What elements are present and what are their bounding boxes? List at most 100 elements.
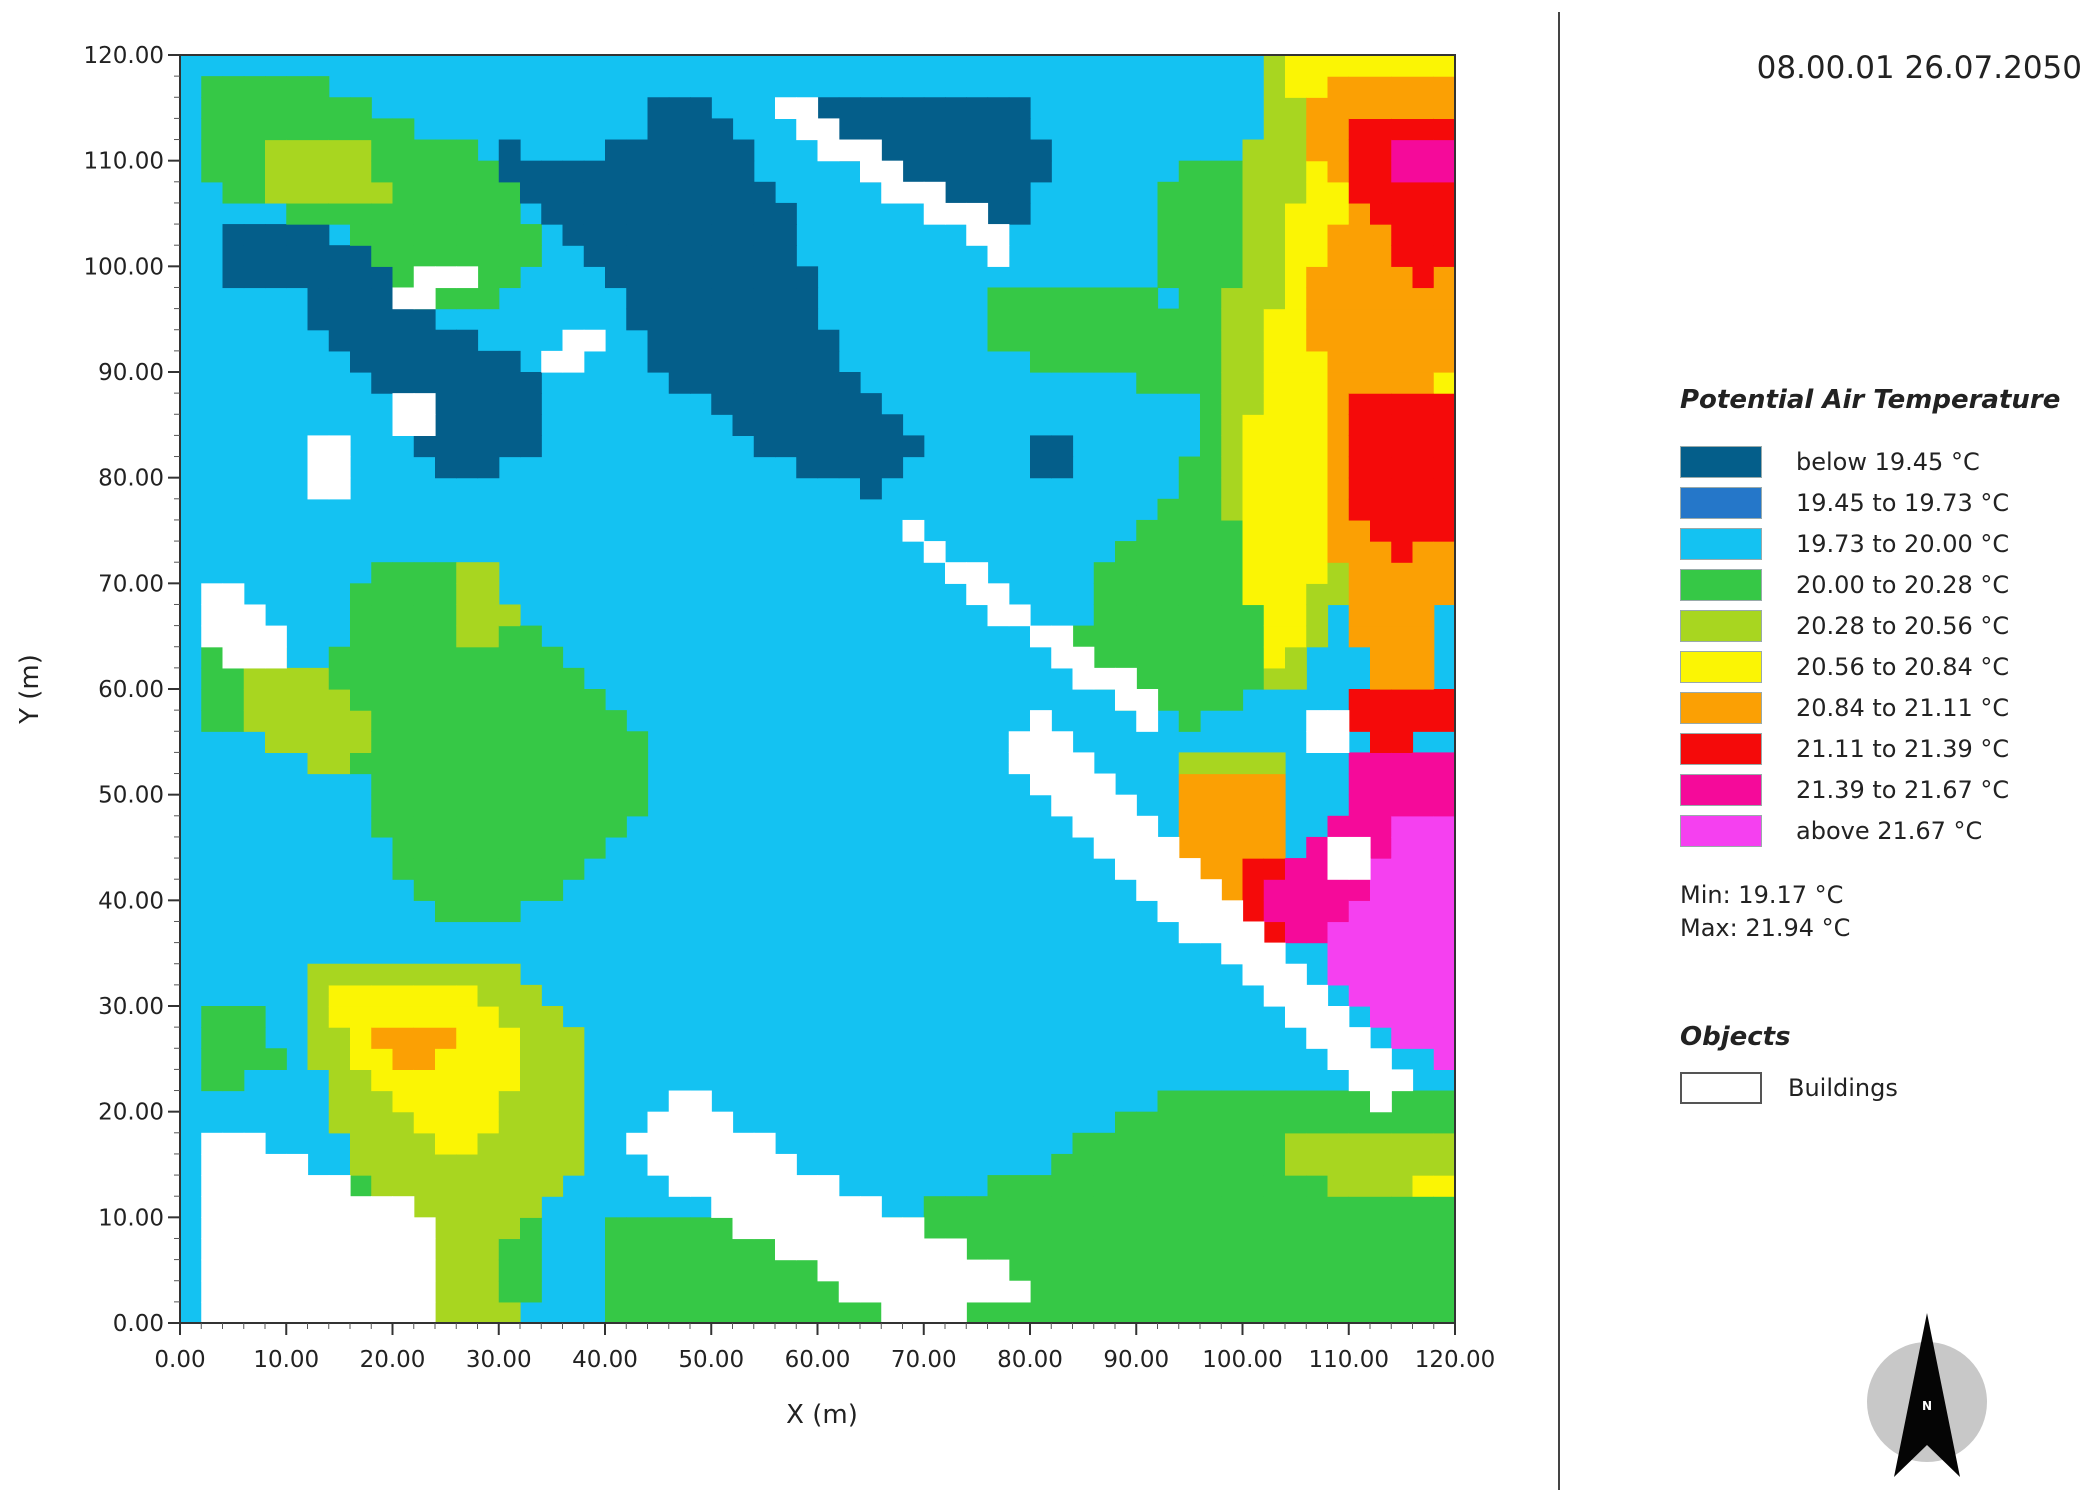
heat-cell [520,1217,542,1240]
building-cell [1093,794,1116,817]
heat-cell [1221,646,1244,669]
heat-cell [1433,224,1456,246]
heat-cell [605,731,627,753]
heat-cell [435,646,457,669]
heat-cell [1221,1132,1244,1155]
heat-cell [1433,1175,1456,1197]
heat-cell [860,97,882,119]
heat-cell [1370,372,1392,394]
heat-cell [520,372,542,394]
heat-cell [732,1280,755,1303]
building-cell [1157,879,1180,901]
building-cell [328,1301,351,1324]
heat-cell [371,139,394,162]
heat-cell [1200,689,1222,711]
heat-cell [605,160,627,183]
heat-cell [1391,1027,1414,1049]
heat-cell [1093,1301,1116,1324]
heat-cell [222,689,245,711]
heat-cell [1327,329,1350,352]
heat-cell [1263,1196,1286,1218]
heat-cell [265,224,287,246]
building-cell [775,1153,797,1176]
heat-cell [435,1196,457,1218]
heat-cell [201,667,224,690]
heat-cell [1306,1301,1329,1324]
heat-cell [1030,435,1052,458]
heat-cell [520,1280,542,1303]
building-cell [201,1175,224,1197]
heat-cell [1348,498,1371,521]
heat-cell [371,1111,394,1134]
heat-cell [1115,350,1137,373]
heat-cell [690,372,712,394]
heat-cell [1178,1217,1201,1240]
building-cell [243,1238,266,1261]
building-cell [541,350,564,373]
heat-cell [711,1238,734,1261]
heat-cell [1370,1301,1392,1324]
heat-cell [541,1132,564,1155]
heat-cell [1348,456,1371,479]
heat-cell [328,752,351,775]
heat-cell [328,1048,351,1070]
heat-cell [413,1196,436,1218]
heat-cell [1200,1153,1222,1176]
heat-cell [1348,1090,1371,1113]
heat-cell [1412,815,1435,838]
building-cell [222,1238,245,1261]
heat-cell [1263,287,1286,310]
heat-cell [1178,224,1201,246]
building-cell [1178,921,1201,944]
heat-cell [987,308,1010,331]
heat-cell [1348,160,1371,183]
x-tick-label: 110.00 [1309,1347,1389,1373]
heat-cell [222,1048,245,1070]
heat-cell [477,858,500,880]
building-cell [987,224,1010,246]
heat-cell [817,372,840,394]
heat-cell [435,329,457,352]
heat-cell [498,1132,521,1155]
heat-cell [1200,350,1222,373]
heat-cell [605,139,627,162]
heat-cell [1327,55,1350,77]
heat-cell [456,1111,479,1134]
building-cell [902,1217,925,1240]
heat-cell [498,984,521,1007]
heat-cell [711,202,734,225]
heat-cell [668,266,691,289]
heat-cell [1051,1175,1074,1197]
heat-cell [626,287,649,310]
heat-cell [1221,689,1244,711]
heat-cell [1157,1175,1180,1197]
heat-cell [541,202,564,225]
heat-cell [1433,794,1456,817]
heat-cell [753,266,776,289]
heat-cell [1285,1301,1307,1324]
building-cell [668,1111,691,1134]
heat-cell [1348,710,1371,732]
heat-cell [477,1132,500,1155]
building-cell [201,1132,224,1155]
building-cell [265,1301,287,1324]
heat-cell [1391,921,1414,944]
building-cell [1263,984,1286,1007]
heat-cell [711,245,734,267]
heat-cell [1115,1301,1137,1324]
objects-entry-buildings: Buildings [1680,1072,1898,1104]
legend-label: 19.45 to 19.73 °C [1796,488,2010,517]
heat-cell [498,1217,521,1240]
heat-cell [1370,752,1392,775]
heat-cell [1370,266,1392,289]
heat-cell [668,97,691,119]
heat-cell [350,1090,372,1113]
heat-cell [392,583,415,606]
heat-cell [498,1153,521,1176]
heat-cell [1327,308,1350,331]
heat-cell [1433,202,1456,225]
heat-cell [1242,329,1265,352]
building-cell [881,1238,904,1261]
building-cell [1200,879,1222,901]
heat-cell [1157,224,1180,246]
